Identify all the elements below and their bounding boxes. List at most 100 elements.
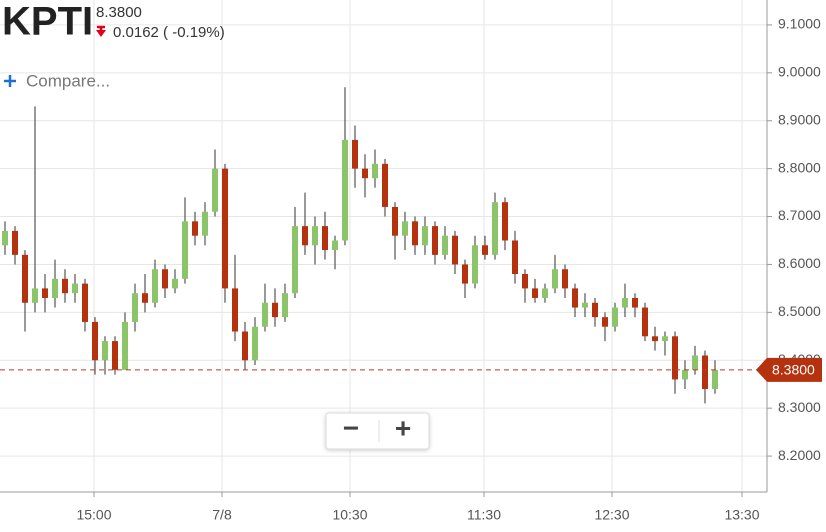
x-tick-label: 13:30 — [724, 507, 759, 523]
candle-body — [192, 221, 198, 236]
candle-body — [72, 283, 78, 294]
candle-body — [682, 369, 688, 380]
candle-body — [372, 163, 378, 179]
y-tick-label: 8.3000 — [778, 399, 821, 415]
candle-body — [342, 139, 348, 241]
x-tick-label: 7/8 — [212, 507, 232, 523]
y-tick-label: 8.6000 — [778, 255, 821, 271]
candle-body — [232, 288, 238, 332]
last-price-tag — [756, 357, 822, 382]
candle-body — [252, 326, 258, 361]
candle-body — [152, 269, 158, 303]
candle-body — [402, 221, 408, 236]
candle-body — [202, 211, 208, 236]
candle-body — [412, 221, 418, 246]
y-tick-label: 8.7000 — [778, 207, 821, 223]
candle-body — [112, 341, 118, 370]
y-tick-label: 9.0000 — [778, 64, 821, 80]
symbol: KPTI — [2, 0, 93, 44]
last-price-label: 8.3800 — [772, 362, 815, 378]
candle-body — [102, 341, 108, 361]
candle-body — [312, 226, 318, 246]
candle-body — [672, 336, 678, 380]
x-tick-label: 12:30 — [594, 507, 629, 523]
candle-body — [432, 226, 438, 255]
candle-body — [582, 302, 588, 308]
candle-body — [92, 321, 98, 361]
candle-body — [292, 226, 298, 294]
candle-body — [462, 264, 468, 284]
candle-body — [572, 288, 578, 308]
candle-body — [552, 269, 558, 289]
candle-body — [302, 226, 308, 246]
y-tick-label: 8.9000 — [778, 111, 821, 127]
candle-body — [62, 278, 68, 294]
candle-body — [272, 302, 278, 318]
candle-body — [352, 139, 358, 169]
candle-body — [702, 355, 708, 390]
candle-body — [452, 235, 458, 265]
candle-body — [692, 355, 698, 370]
candle-body — [562, 269, 568, 289]
y-tick-label: 8.8000 — [778, 159, 821, 175]
candle-body — [542, 288, 548, 298]
candle-body — [282, 293, 288, 318]
candle-body — [12, 230, 18, 255]
axis-labels: 8.20008.30008.40008.50008.60008.70008.80… — [0, 16, 822, 523]
candle-body — [522, 274, 528, 289]
candle-body — [1, 230, 8, 246]
candle-body — [22, 254, 28, 303]
candle-body — [652, 336, 658, 342]
zoom-box — [325, 412, 430, 450]
candle-body — [42, 288, 48, 298]
candle-body — [82, 283, 88, 322]
candle-body — [482, 245, 488, 255]
candle-body — [52, 278, 58, 298]
compare-button[interactable]: Compare... — [4, 71, 110, 90]
candle-body — [602, 317, 608, 327]
zoom-in[interactable]: + — [395, 412, 411, 443]
candle-body — [622, 297, 628, 308]
y-tick-label: 9.1000 — [778, 16, 821, 32]
candle-body — [382, 163, 388, 207]
compare-label: Compare... — [26, 71, 110, 90]
compare-icon — [4, 75, 16, 87]
candle-body — [612, 307, 618, 327]
y-tick-label: 8.5000 — [778, 303, 821, 319]
candle-body — [262, 302, 268, 327]
candle-body — [182, 221, 188, 279]
candle-body — [172, 278, 178, 289]
candle-body — [632, 297, 638, 308]
candle-body — [422, 226, 428, 246]
candle-body — [392, 206, 398, 236]
change: 0.0162 ( -0.19%) — [113, 24, 225, 41]
y-tick-label: 8.2000 — [778, 447, 821, 463]
candle-body — [122, 321, 128, 370]
candle-body — [492, 202, 498, 255]
candle-body — [222, 168, 228, 289]
candle-body — [472, 245, 478, 284]
candle-body — [162, 269, 168, 289]
candle-body — [442, 235, 448, 255]
down-arrow — [96, 30, 106, 37]
candle-body — [712, 369, 718, 390]
candle-body — [212, 168, 218, 212]
zoom-out[interactable]: − — [343, 412, 359, 443]
candle-body — [592, 302, 598, 318]
candle-body — [362, 168, 368, 179]
candle-body — [132, 293, 138, 322]
x-tick-label: 15:00 — [76, 507, 111, 523]
candle-body — [502, 202, 508, 241]
price: 8.3800 — [96, 4, 142, 21]
x-tick-label: 10:30 — [332, 507, 367, 523]
candle-body — [332, 240, 338, 251]
candle-body — [142, 293, 148, 303]
candle-body — [642, 307, 648, 337]
zoom-controls: − + — [325, 412, 430, 450]
x-tick-label: 11:30 — [467, 507, 501, 523]
candle-body — [512, 240, 518, 275]
candle-body — [532, 288, 538, 298]
candle-body — [322, 226, 328, 251]
candle-body — [662, 336, 668, 342]
